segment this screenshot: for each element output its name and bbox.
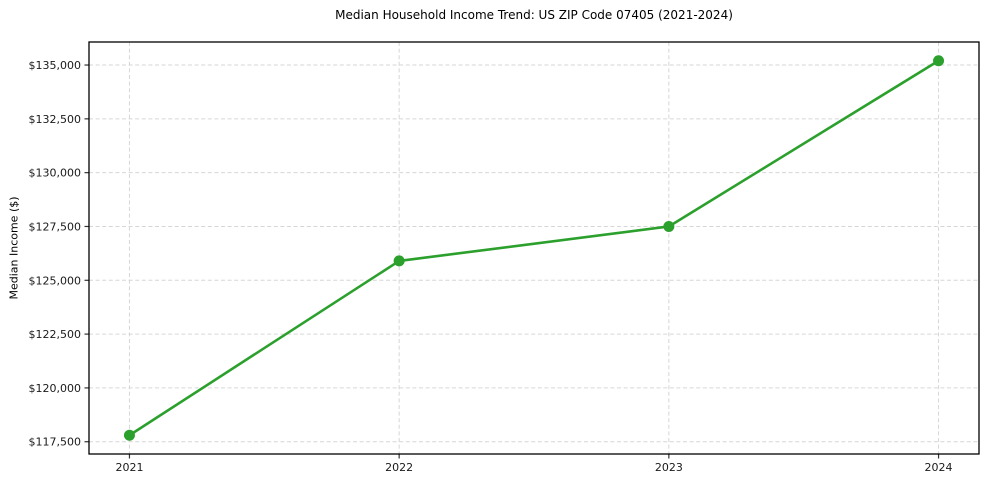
y-tick-label: $122,500 [29,328,82,341]
x-tick-label: 2022 [385,461,413,474]
y-tick-label: $117,500 [29,436,82,449]
plot-border [88,41,980,455]
data-point-marker [123,429,135,441]
data-point-marker [663,220,675,232]
y-tick-label: $127,500 [29,220,82,233]
data-point-marker [933,55,945,67]
x-tick-label: 2021 [115,461,143,474]
data-point-marker [393,255,405,267]
x-tick-label: 2024 [925,461,953,474]
y-tick-label: $120,000 [29,382,82,395]
y-tick-label: $132,500 [29,113,82,126]
x-tick-label: 2023 [655,461,683,474]
income-trend-line [128,59,940,437]
y-tick-label: $125,000 [29,274,82,287]
y-tick-label: $130,000 [29,167,82,180]
chart-title: Median Household Income Trend: US ZIP Co… [335,8,733,22]
y-tick-label: $135,000 [29,59,82,72]
